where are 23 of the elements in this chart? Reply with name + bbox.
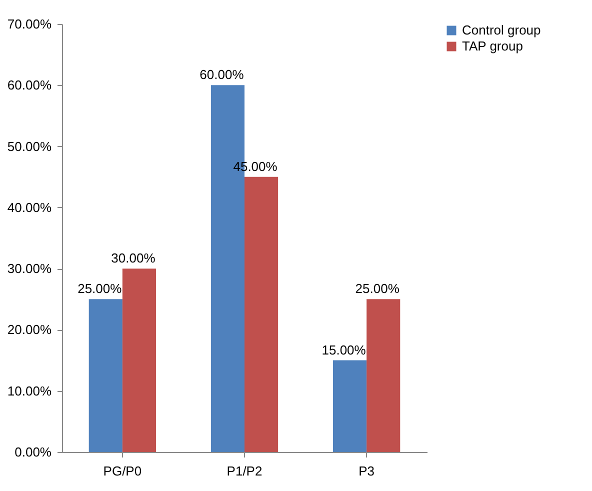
legend-label: TAP group [462, 38, 523, 54]
y-tick-label: 20.00% [7, 322, 52, 338]
y-tick-label: 50.00% [7, 138, 52, 154]
data-label: 25.00% [78, 281, 122, 296]
bar [244, 176, 278, 452]
y-tick-label: 10.00% [7, 383, 52, 398]
x-tick-label: PG/P0 [103, 464, 142, 478]
bar [366, 299, 400, 452]
data-label: 15.00% [322, 342, 366, 358]
x-tick-label: P1/P2 [226, 464, 262, 478]
y-tick-label: 60.00% [7, 78, 52, 93]
bar [333, 360, 367, 452]
legend-label: Control group [462, 22, 541, 38]
y-tick-label: 70.00% [7, 16, 52, 32]
data-label: 25.00% [355, 281, 400, 296]
data-label: 60.00% [200, 67, 244, 82]
y-tick-label: 30.00% [7, 261, 52, 276]
bar [88, 299, 122, 452]
y-tick-label: 40.00% [7, 200, 52, 215]
bar [122, 268, 156, 452]
y-tick-label: 0.00% [14, 444, 52, 460]
x-tick-label: P3 [358, 464, 375, 478]
data-label: 30.00% [111, 250, 156, 266]
